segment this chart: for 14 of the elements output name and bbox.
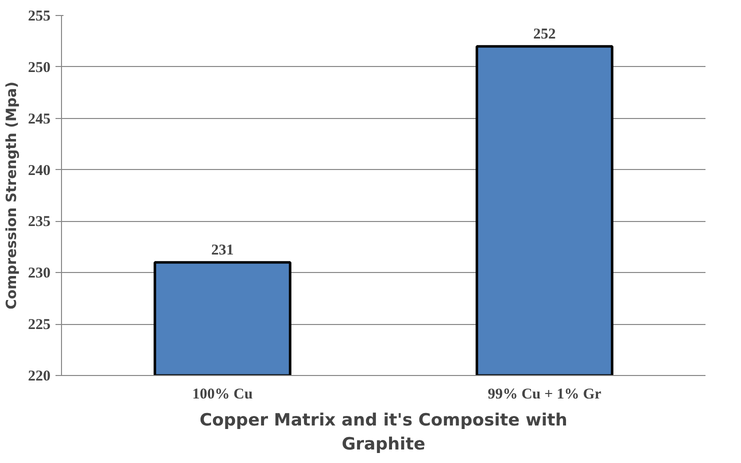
y-tick-label: 240 <box>28 162 50 179</box>
y-tick-label: 245 <box>28 111 50 128</box>
y-tick-label: 235 <box>28 214 50 230</box>
y-tick-label: 225 <box>28 317 50 334</box>
y-tick-label: 220 <box>28 368 50 384</box>
y-axis-title: Compression Strength (Mpa) <box>4 82 20 310</box>
y-tick-label: 255 <box>28 8 50 24</box>
x-tick-label: 99% Cu + 1% Gr <box>488 386 602 402</box>
x-axis-title: Copper Matrix and it's Composite with Graphite <box>200 410 568 454</box>
y-tick-label: 230 <box>28 266 50 282</box>
y-tick-label: 250 <box>28 60 50 76</box>
x-tick-label: 100% Cu <box>192 386 253 402</box>
data-label: 252 <box>533 26 556 42</box>
data-label: 231 <box>211 242 234 258</box>
